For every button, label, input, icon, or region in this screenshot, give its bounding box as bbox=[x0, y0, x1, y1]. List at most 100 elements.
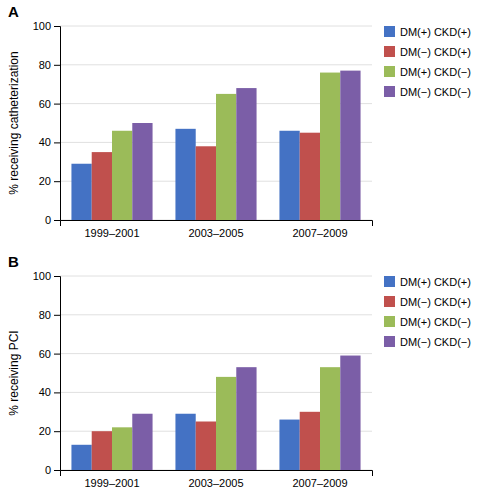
y-tick-label: 0 bbox=[45, 464, 51, 476]
y-tick-label: 60 bbox=[39, 98, 51, 110]
bar bbox=[320, 367, 340, 470]
x-tick: 2007–2009 bbox=[292, 227, 347, 239]
y-tick-mark bbox=[54, 392, 60, 393]
plot-area: 0204060801001999–20012003–20052007–2009 bbox=[33, 270, 373, 489]
y-tick-label: 0 bbox=[45, 214, 51, 226]
x-tick: 2003–2005 bbox=[188, 477, 243, 489]
bar bbox=[279, 420, 299, 470]
legend-label: DM(+) CKD(−) bbox=[400, 316, 471, 328]
bar bbox=[340, 356, 360, 470]
y-tick: 20 bbox=[39, 425, 60, 437]
y-tick: 80 bbox=[39, 309, 60, 321]
panel: 0 20 40 60 80 100 1999–2001 2003–2005 2007–2009%… bbox=[7, 3, 471, 239]
y-tick-label: 100 bbox=[33, 20, 51, 32]
bar bbox=[320, 73, 340, 220]
legend-item: DM(+) CKD(+) bbox=[384, 276, 471, 288]
y-axis: 0 20 40 60 80 100 bbox=[33, 20, 61, 226]
y-axis-title: % receiving PCI bbox=[7, 330, 21, 415]
bar bbox=[300, 412, 320, 470]
y-tick-mark bbox=[54, 354, 60, 355]
y-tick: 100 bbox=[33, 270, 60, 282]
y-axis-line bbox=[54, 277, 61, 471]
x-tick-label: 2007–2009 bbox=[292, 477, 347, 489]
y-tick-label: 80 bbox=[39, 309, 51, 321]
y-tick-mark bbox=[54, 470, 60, 471]
legend: DM(+) CKD(+)DM(−) CKD(+)DM(+) CKD(−)DM(−… bbox=[384, 276, 471, 348]
y-tick-label: 80 bbox=[39, 59, 51, 71]
x-tick-label: 2007–2009 bbox=[292, 227, 347, 239]
bar bbox=[236, 88, 256, 220]
bar bbox=[196, 146, 216, 220]
legend-item: DM(+) CKD(−) bbox=[384, 66, 471, 78]
legend-swatch bbox=[384, 26, 395, 37]
y-tick-label: 60 bbox=[39, 348, 51, 360]
y-tick-label: 100 bbox=[33, 270, 51, 282]
bar bbox=[216, 377, 236, 470]
y-tick: 80 bbox=[39, 59, 60, 71]
bar bbox=[236, 367, 256, 470]
x-tick-label: 2003–2005 bbox=[188, 227, 243, 239]
bars bbox=[71, 71, 360, 220]
y-tick-label: 20 bbox=[39, 175, 51, 187]
bar-series bbox=[132, 71, 360, 220]
legend-label: DM(+) CKD(+) bbox=[400, 26, 471, 38]
x-axis: 1999–2001 2003–2005 2007–2009 bbox=[61, 221, 373, 239]
y-tick-label: 40 bbox=[39, 136, 51, 148]
bar bbox=[92, 431, 112, 470]
legend-swatch bbox=[384, 46, 395, 57]
panel: 0204060801001999–20012003–20052007–2009%… bbox=[7, 253, 471, 489]
y-axis: 0 20 40 60 80 100 bbox=[33, 270, 61, 476]
bar bbox=[112, 427, 132, 470]
y-tick-label: 40 bbox=[39, 386, 51, 398]
y-tick-mark bbox=[54, 104, 60, 105]
bar bbox=[340, 71, 360, 220]
y-tick: 40 bbox=[39, 386, 60, 398]
legend-label: DM(−) CKD(−) bbox=[400, 86, 471, 98]
x-tick: 2007–2009 bbox=[292, 477, 347, 489]
legend-item: DM(+) CKD(−) bbox=[384, 316, 471, 328]
legend: DM(+) CKD(+) DM(−) CKD(+) DM(+) CKD(−) DM(−… bbox=[384, 26, 471, 98]
y-tick-mark bbox=[54, 276, 60, 277]
y-tick: 0 bbox=[45, 214, 60, 226]
y-axis-title: % receiving catheterization bbox=[7, 51, 21, 194]
legend-label: DM(−) CKD(−) bbox=[400, 336, 471, 348]
legend-label: DM(−) CKD(+) bbox=[400, 46, 471, 58]
panel-title: B bbox=[8, 253, 19, 270]
y-tick: 40 bbox=[39, 136, 60, 148]
y-tick: 20 bbox=[39, 175, 60, 187]
legend-item: DM(−) CKD(+) bbox=[384, 46, 471, 58]
y-tick-label: 20 bbox=[39, 425, 51, 437]
bar-series bbox=[112, 73, 340, 220]
figure: 0 20 40 60 80 100 1999–2001 2003–2005 2007–2009%… bbox=[0, 0, 497, 500]
legend-swatch bbox=[384, 86, 395, 97]
bar bbox=[71, 445, 91, 470]
grid bbox=[60, 276, 372, 470]
y-tick: 100 bbox=[33, 20, 60, 32]
y-axis-line bbox=[54, 27, 61, 221]
grid-line bbox=[60, 353, 372, 354]
y-tick-mark bbox=[54, 142, 60, 143]
bar-series bbox=[92, 412, 320, 470]
bar-series bbox=[112, 367, 340, 470]
y-tick-mark bbox=[54, 181, 60, 182]
panel-title: A bbox=[8, 3, 19, 20]
legend-swatch bbox=[384, 316, 395, 327]
bar bbox=[112, 131, 132, 220]
legend-swatch bbox=[384, 296, 395, 307]
bar bbox=[132, 414, 152, 470]
y-tick-mark bbox=[54, 220, 60, 221]
y-tick: 0 bbox=[45, 464, 60, 476]
x-tick-label: 1999–2001 bbox=[84, 227, 139, 239]
x-tick: 2003–2005 bbox=[188, 227, 243, 239]
bar-series bbox=[71, 414, 299, 470]
bar bbox=[132, 123, 152, 220]
grid-line bbox=[60, 314, 372, 315]
x-axis-line bbox=[61, 221, 373, 227]
y-tick-mark bbox=[54, 26, 60, 27]
grid-line bbox=[60, 26, 372, 27]
legend-label: DM(+) CKD(−) bbox=[400, 66, 471, 78]
plot-area: 0 20 40 60 80 100 1999–2001 2003–2005 2007–2009 bbox=[33, 20, 373, 239]
bar bbox=[300, 133, 320, 220]
bar bbox=[216, 94, 236, 220]
bar bbox=[175, 129, 195, 220]
